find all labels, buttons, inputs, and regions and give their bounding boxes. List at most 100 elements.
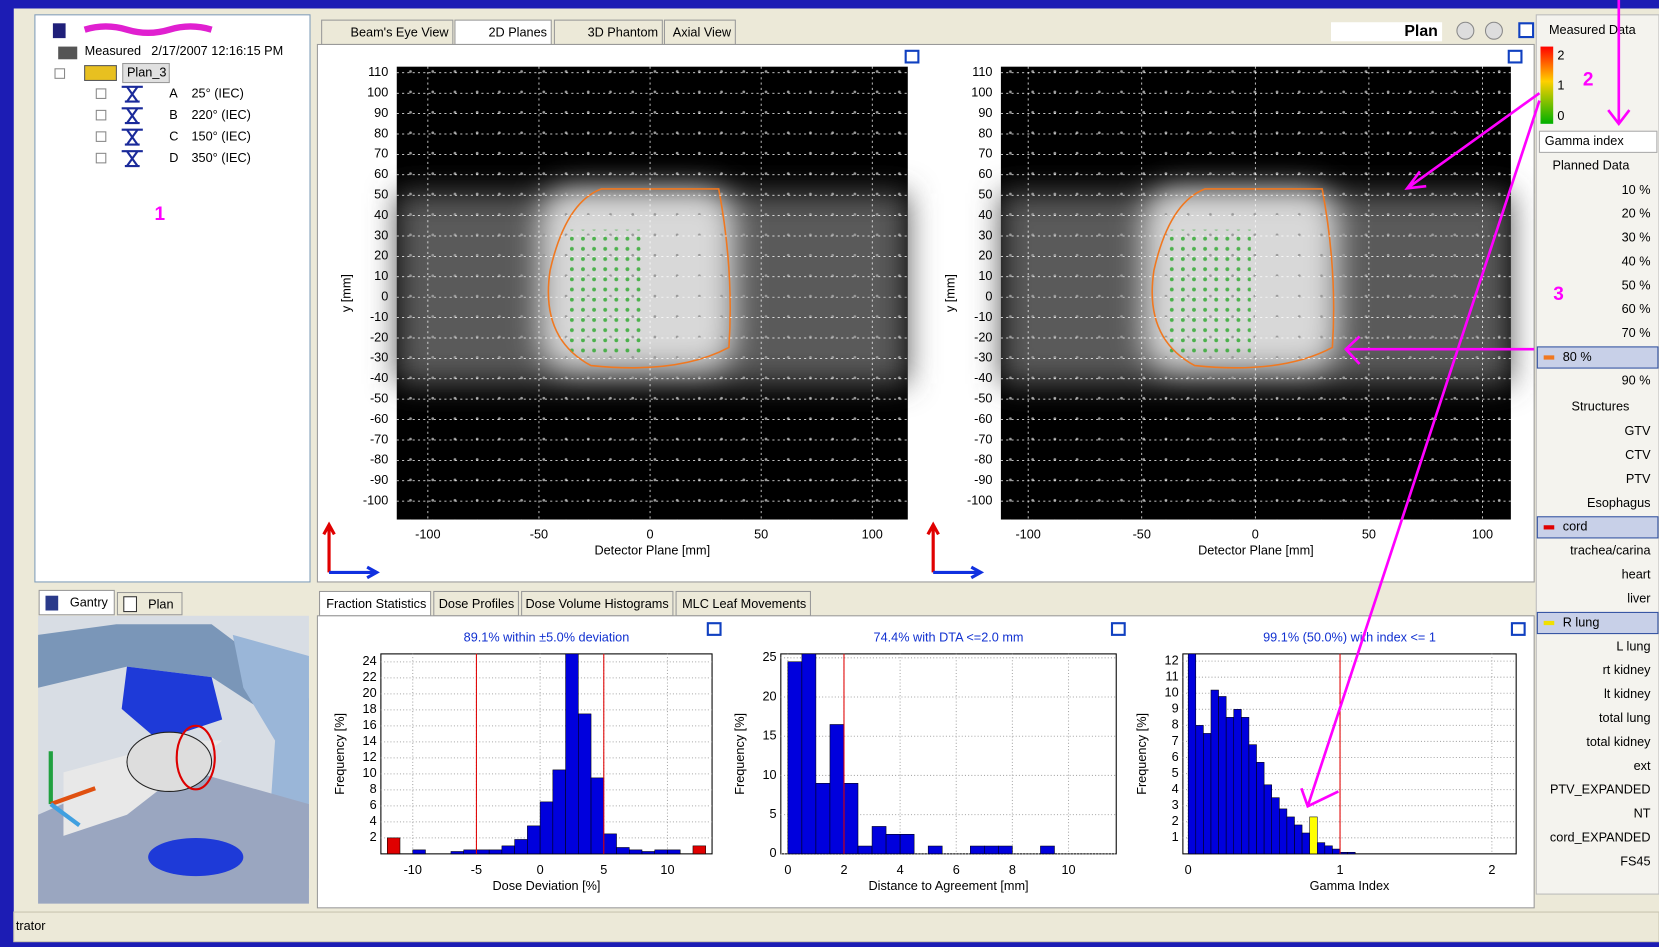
tab-label[interactable]: 3D Phantom (588, 26, 659, 40)
tree-date: 2/17/2007 12:16:15 PM (151, 44, 283, 58)
histogram-bar (802, 654, 816, 854)
histogram-bar (604, 834, 617, 854)
maximize[interactable] (1509, 51, 1522, 63)
maximize[interactable] (1519, 23, 1533, 37)
maximize[interactable] (1512, 623, 1525, 635)
tab-label[interactable]: MLC Leaf Movements (682, 597, 806, 611)
y-tick-label: 20 (363, 686, 377, 700)
level-label[interactable]: 50 % (1622, 278, 1651, 292)
structure-label[interactable]: cord_EXPANDED (1550, 831, 1651, 845)
x-tick-label: 10 (1061, 863, 1075, 877)
tab-label[interactable]: Gantry (70, 595, 109, 609)
level-label[interactable]: 90 % (1622, 374, 1651, 388)
histogram-bar (1264, 785, 1272, 854)
x-tick-label: 4 (897, 863, 904, 877)
tab-label[interactable]: Plan (148, 598, 173, 612)
histogram-bar (1249, 745, 1257, 854)
histogram-bar (387, 838, 400, 854)
x-tick-label: -5 (471, 863, 482, 877)
tree-plan[interactable]: Plan_3 (127, 65, 167, 79)
histogram-bar (476, 850, 489, 854)
x-axis-label: Detector Plane [mm] (1198, 544, 1314, 558)
histogram-bar (1188, 654, 1196, 854)
mode[interactable]: Gamma index (1545, 134, 1625, 148)
x-tick-label: 0 (537, 863, 544, 877)
structure-label[interactable]: PTV (1626, 472, 1651, 486)
y-tick-label: -30 (974, 351, 992, 365)
tab-label[interactable]: Axial View (673, 26, 732, 40)
level-label[interactable]: 80 % (1563, 350, 1592, 364)
y-tick-label: 50 (978, 188, 992, 202)
y-tick-label: 4 (1172, 782, 1179, 796)
structure-label[interactable]: CTV (1625, 448, 1651, 462)
y-tick-label: -90 (974, 473, 992, 487)
structure-label[interactable]: liver (1627, 591, 1651, 605)
level-label[interactable]: 40 % (1622, 254, 1651, 268)
structure-label[interactable]: heart (1622, 568, 1651, 582)
histogram-bar (1272, 798, 1280, 854)
y-tick-label: -80 (370, 453, 388, 467)
maximize[interactable] (906, 51, 919, 63)
histogram-bar (591, 778, 604, 854)
y-tick-label: 7 (1172, 734, 1179, 748)
annotation: 1 (154, 204, 165, 225)
maximize[interactable] (708, 623, 721, 635)
tab-label[interactable]: Fraction Statistics (326, 597, 426, 611)
tab-icon (124, 597, 137, 612)
structure-label[interactable]: Esophagus (1587, 496, 1651, 510)
y-tick-label: 20 (374, 249, 388, 263)
tab-label[interactable]: Beam's Eye View (351, 26, 450, 40)
swatch (1544, 525, 1555, 529)
y-tick-label: 30 (374, 228, 388, 242)
level-label[interactable]: 30 % (1622, 231, 1651, 245)
x-axis-label: Distance to Agreement [mm] (868, 879, 1028, 893)
level-label[interactable]: 70 % (1622, 326, 1651, 340)
y-tick-label: -90 (370, 473, 388, 487)
level-label[interactable]: 60 % (1622, 302, 1651, 316)
top-tabs: Beam's Eye View 2D Planes 3D Phantom Axial … (322, 20, 736, 44)
structure-label[interactable]: total lung (1599, 711, 1651, 725)
structure-label[interactable]: PTV_EXPANDED (1550, 783, 1651, 797)
histogram-bar (1340, 852, 1348, 854)
structure-label[interactable]: GTV (1624, 424, 1651, 438)
y-tick-label: -10 (974, 310, 992, 324)
structure-label[interactable]: ext (1634, 759, 1651, 773)
tab-label[interactable]: Dose Profiles (439, 597, 514, 611)
structure-label[interactable]: R lung (1563, 615, 1600, 629)
structure-label[interactable]: cord (1563, 520, 1588, 534)
structure-label[interactable]: L lung (1616, 639, 1650, 653)
tab-label[interactable]: Dose Volume Histograms (526, 597, 669, 611)
structure-label[interactable]: trachea/carina (1570, 544, 1651, 558)
measured-icon (58, 47, 77, 60)
x-axis-label: Gamma Index (1310, 879, 1390, 893)
row-selected[interactable] (1537, 347, 1658, 368)
swatch (1544, 621, 1555, 625)
annotation: 2 (1583, 69, 1594, 90)
level-label[interactable]: 10 % (1622, 183, 1651, 197)
zoom-in[interactable] (1457, 22, 1474, 39)
structure-label[interactable]: NT (1634, 807, 1651, 821)
y-axis-label: Frequency [%] (333, 713, 347, 795)
x-tick-label: -10 (404, 863, 422, 877)
y-tick-label: 80 (978, 126, 992, 140)
tab-label[interactable]: 2D Planes (488, 26, 547, 40)
structure-label[interactable]: FS45 (1620, 854, 1650, 868)
histogram-bar (693, 846, 706, 854)
detector-grid (1001, 67, 1511, 520)
y-tick-label: 15 (762, 729, 776, 743)
structure-label[interactable]: rt kidney (1603, 663, 1652, 677)
zoom-out[interactable] (1485, 22, 1502, 39)
x-tick-label: 0 (1252, 528, 1259, 542)
histogram-bar (1226, 717, 1234, 854)
structure-label[interactable]: lt kidney (1604, 687, 1651, 701)
y-tick-label: 6 (1172, 750, 1179, 764)
maximize[interactable] (1112, 623, 1125, 635)
section-title: Planned Data (1552, 158, 1630, 172)
histogram-title: 74.4% with DTA <=2.0 mm (874, 630, 1024, 644)
legend-title: Measured Data (1549, 23, 1637, 37)
beam-id: C (169, 130, 178, 144)
expander (55, 69, 65, 79)
row-selected[interactable] (1537, 517, 1658, 538)
level-label[interactable]: 20 % (1622, 207, 1651, 221)
structure-label[interactable]: total kidney (1586, 735, 1651, 749)
